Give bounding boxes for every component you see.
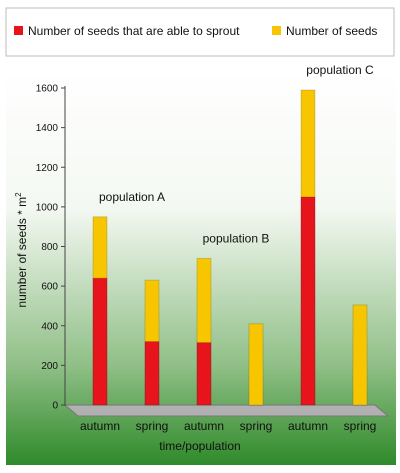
group-label: population B xyxy=(203,231,270,245)
bar xyxy=(300,196,316,406)
legend-box xyxy=(5,7,395,57)
y-tick-label: 800 xyxy=(41,242,58,253)
y-tick-label: 1000 xyxy=(36,202,59,213)
y-tick-label: 1600 xyxy=(36,84,59,95)
floor xyxy=(63,404,390,417)
y-tick-label: 600 xyxy=(41,282,58,293)
x-tick-label: spring xyxy=(344,419,377,433)
x-tick-label: spring xyxy=(136,419,169,433)
y-axis-label-text: number of seeds * m xyxy=(15,197,29,308)
y-tick-label: 200 xyxy=(41,361,58,372)
x-axis-label: time/population xyxy=(159,439,240,453)
y-tick-label: 1200 xyxy=(36,163,59,174)
bar xyxy=(196,342,212,406)
group-label: population C xyxy=(306,63,374,77)
bar xyxy=(352,304,368,406)
x-tick-label: autumn xyxy=(184,419,224,433)
y-axis-label: number of seeds * m2 xyxy=(14,192,29,308)
bar xyxy=(144,341,160,406)
y-tick-label: 400 xyxy=(41,321,58,332)
legend-label: Number of seeds that are able to sprout xyxy=(28,24,240,38)
x-tick-label: autumn xyxy=(80,419,120,433)
x-tick-label: spring xyxy=(240,419,273,433)
y-tick-label: 0 xyxy=(52,401,58,412)
legend-swatch xyxy=(14,26,23,35)
bar xyxy=(92,277,108,406)
group-label: population A xyxy=(99,190,165,204)
legend-label: Number of seeds xyxy=(286,24,377,38)
x-tick-label: autumn xyxy=(288,419,328,433)
legend-swatch xyxy=(272,26,281,35)
bar xyxy=(248,323,264,406)
y-tick-label: 1400 xyxy=(36,123,59,134)
y-axis-label-superscript: 2 xyxy=(14,192,23,197)
